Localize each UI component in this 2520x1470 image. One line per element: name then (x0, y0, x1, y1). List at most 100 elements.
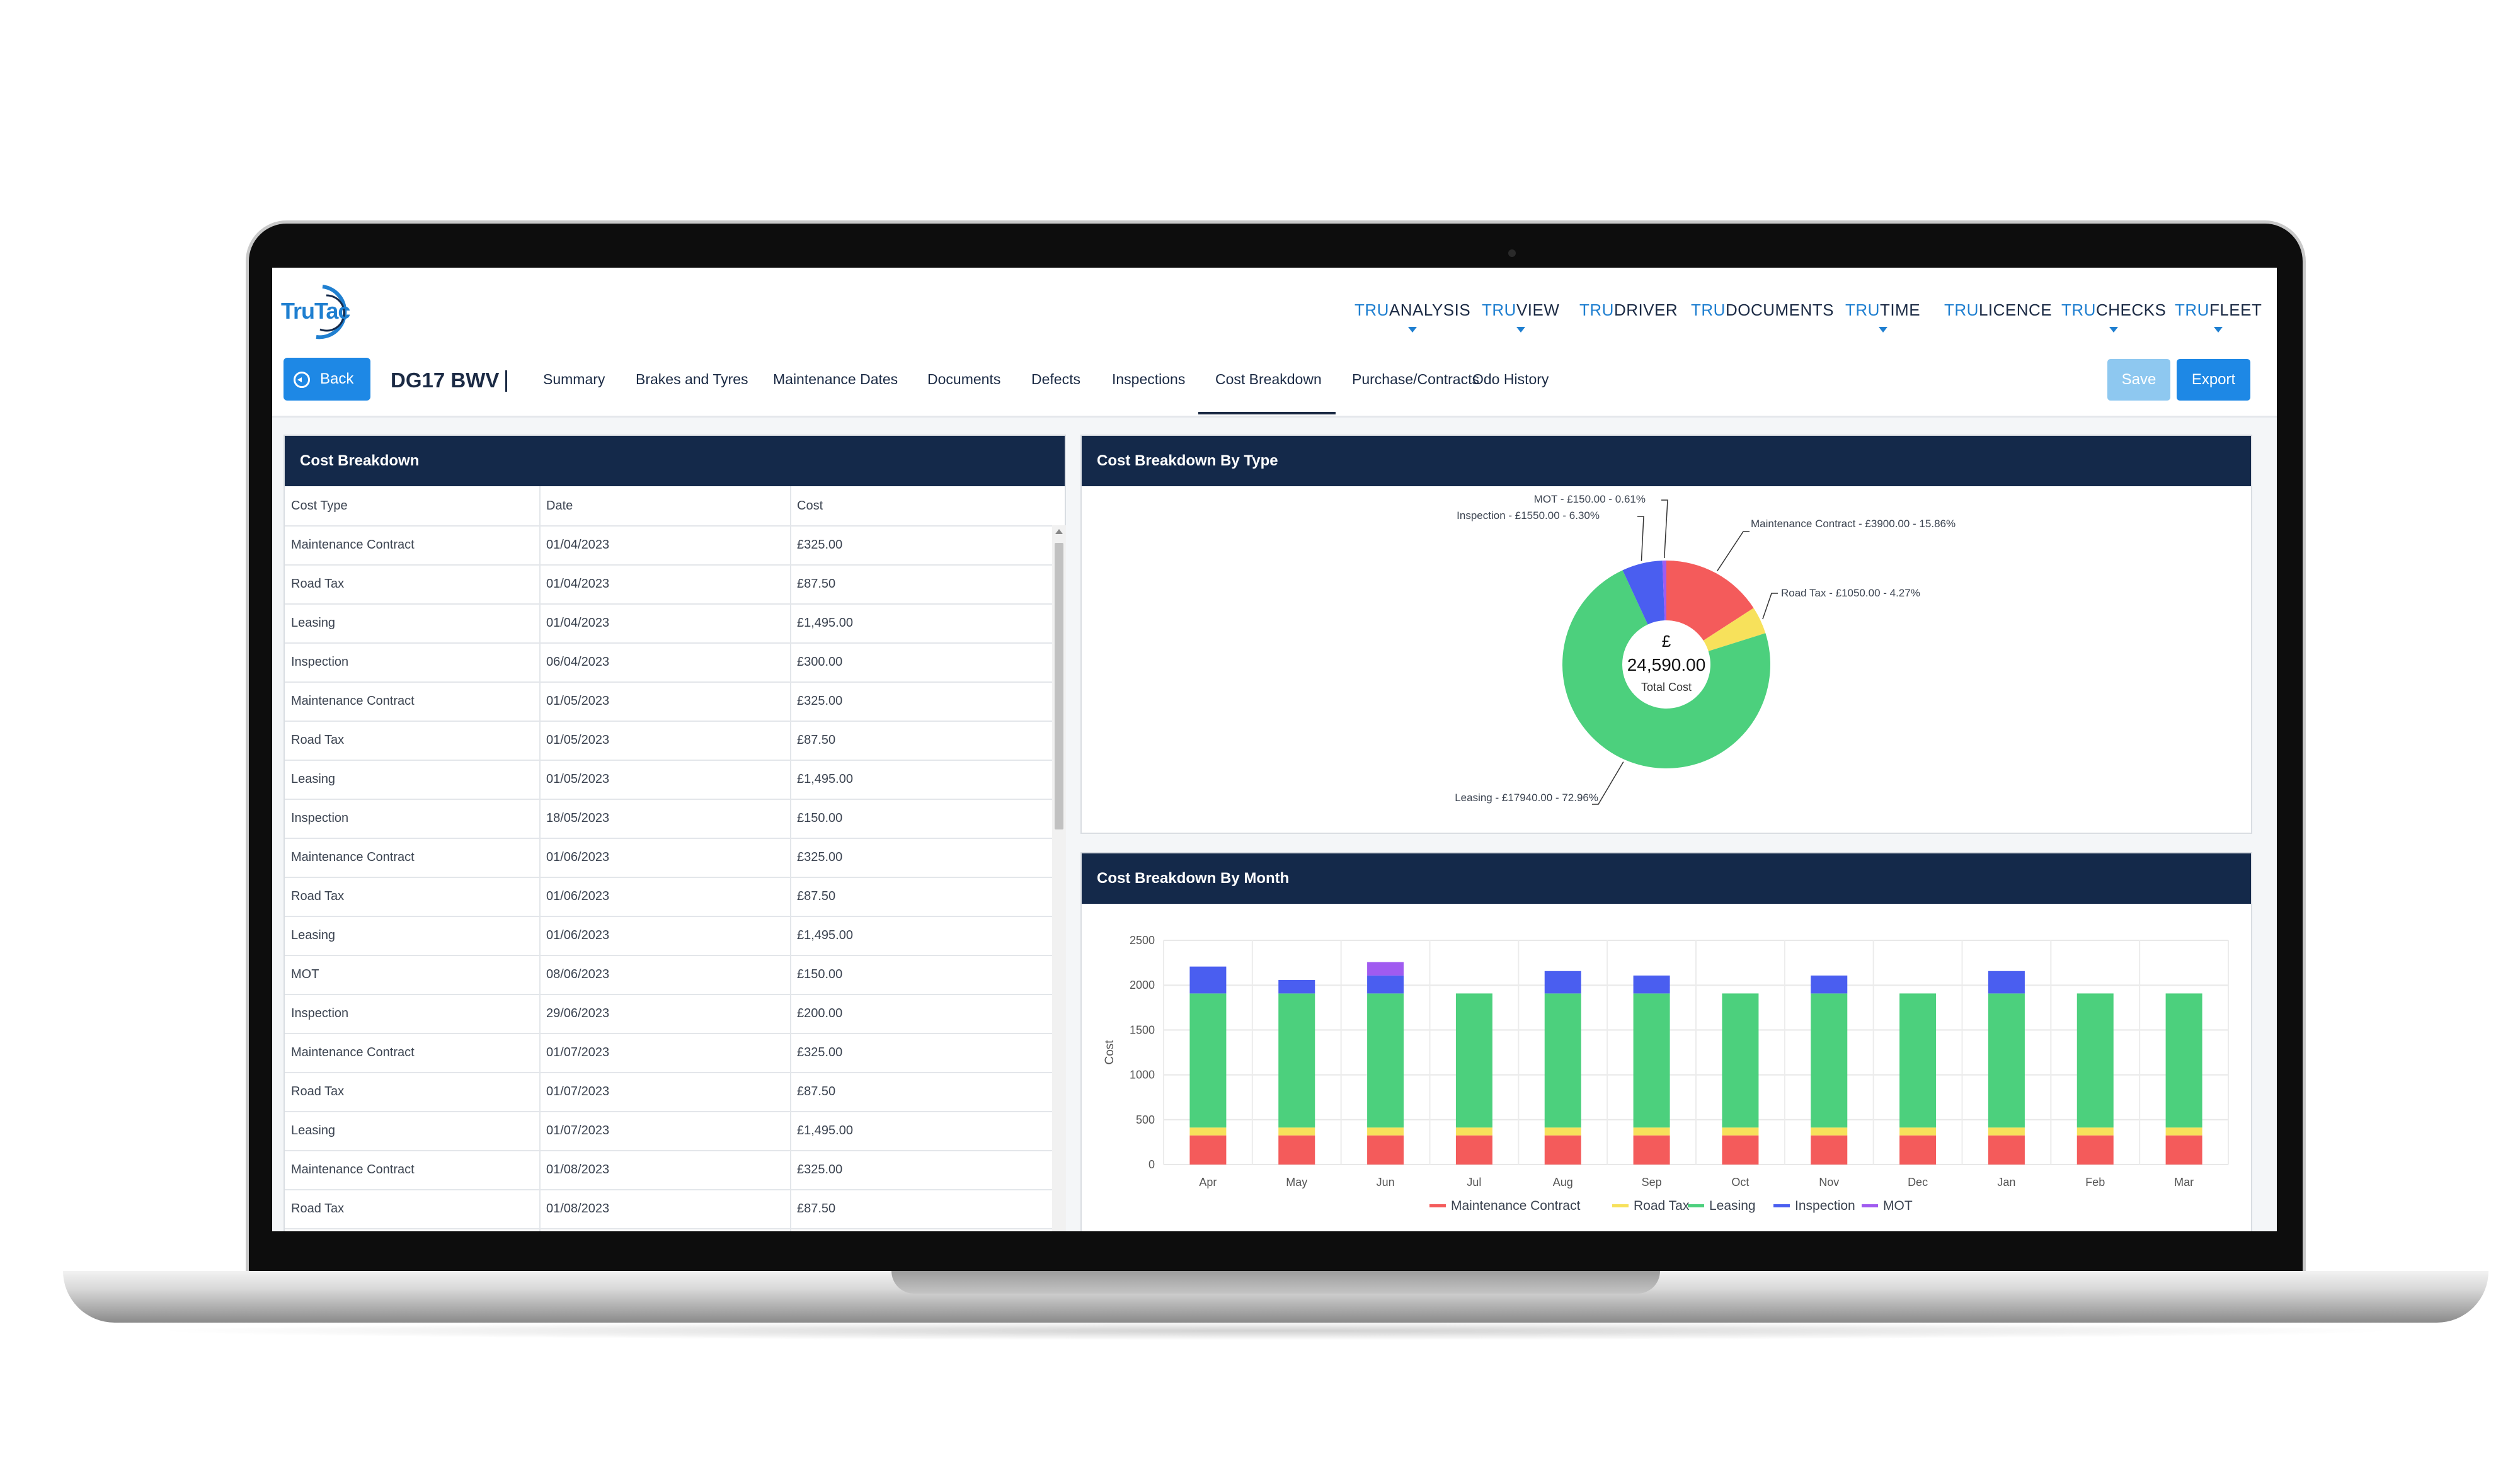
trutac-logo[interactable] (278, 279, 367, 342)
bar-road-tax[interactable] (1633, 1127, 1670, 1136)
tab-defects[interactable]: Defects (1031, 371, 1080, 387)
bar-road-tax[interactable] (1899, 1127, 1937, 1136)
bar-leasing[interactable] (1367, 993, 1404, 1128)
bar-road-tax[interactable] (2165, 1127, 2202, 1136)
table-row[interactable]: Inspection 18/05/2023 £150.00 (285, 799, 1052, 839)
donut-slice-road-tax[interactable] (1703, 608, 1766, 651)
bar-inspection[interactable] (1988, 971, 2025, 994)
nav-item-trulicence[interactable]: TRULICENCE (1944, 300, 2052, 320)
bar-inspection[interactable] (1278, 980, 1315, 994)
bar-leasing[interactable] (1988, 993, 2025, 1128)
legend-label[interactable]: Inspection (1795, 1199, 1855, 1213)
nav-item-trutime[interactable]: TRUTIME (1845, 300, 1920, 320)
bar-maintenance-contract[interactable] (2076, 1135, 2114, 1165)
table-row[interactable]: Road Tax 01/08/2023 £87.50 (285, 1189, 1052, 1229)
table-row[interactable]: Road Tax 01/05/2023 £87.50 (285, 721, 1052, 761)
tab-maintenance-dates[interactable]: Maintenance Dates (773, 371, 898, 387)
bar-maintenance-contract[interactable] (1367, 1135, 1404, 1165)
table-row[interactable]: Inspection 06/04/2023 £300.00 (285, 642, 1052, 683)
bar-road-tax[interactable] (1811, 1127, 1848, 1136)
chevron-down-icon[interactable] (1878, 327, 1887, 333)
table-row[interactable]: Leasing 01/05/2023 £1,495.00 (285, 760, 1052, 800)
bar-leasing[interactable] (2076, 993, 2114, 1128)
bar-road-tax[interactable] (1544, 1127, 1581, 1136)
table-row[interactable]: Inspection 29/06/2023 £200.00 (285, 994, 1052, 1034)
table-row[interactable]: Maintenance Contract 01/08/2023 £325.00 (285, 1150, 1052, 1190)
bar-leasing[interactable] (2165, 993, 2202, 1128)
bar-road-tax[interactable] (1367, 1127, 1404, 1136)
tab-summary[interactable]: Summary (543, 371, 605, 387)
table-row[interactable]: Maintenance Contract 01/07/2023 £325.00 (285, 1033, 1052, 1073)
tab-cost-breakdown[interactable]: Cost Breakdown (1215, 371, 1322, 387)
tab-purchase-contracts[interactable]: Purchase/Contracts (1352, 371, 1479, 387)
nav-item-trudocuments[interactable]: TRUDOCUMENTS (1691, 300, 1834, 320)
bar-maintenance-contract[interactable] (1722, 1135, 1759, 1165)
bar-inspection[interactable] (1633, 975, 1670, 994)
bar-maintenance-contract[interactable] (1633, 1135, 1670, 1165)
bar-leasing[interactable] (1633, 993, 1670, 1128)
legend-label[interactable]: Road Tax (1634, 1199, 1690, 1213)
donut-slice-mot[interactable] (1662, 561, 1666, 621)
tab-brakes-and-tyres[interactable]: Brakes and Tyres (636, 371, 748, 387)
back-button[interactable]: Back (284, 358, 370, 401)
nav-item-truview[interactable]: TRUVIEW (1482, 300, 1559, 320)
bar-leasing[interactable] (1722, 993, 1759, 1128)
bar-leasing[interactable] (1811, 993, 1848, 1128)
bar-leasing[interactable] (1544, 993, 1581, 1128)
legend-label[interactable]: Leasing (1709, 1199, 1756, 1213)
table-row[interactable]: Maintenance Contract 01/05/2023 £325.00 (285, 681, 1052, 722)
save-button[interactable]: Save (2107, 359, 2170, 401)
bar-leasing[interactable] (1189, 993, 1227, 1128)
donut-slice-leasing[interactable] (1562, 570, 1770, 769)
bar-maintenance-contract[interactable] (1811, 1135, 1848, 1165)
bar-maintenance-contract[interactable] (1988, 1135, 2025, 1165)
scrollbar-thumb[interactable] (1055, 543, 1063, 829)
bar-mot[interactable] (1367, 962, 1404, 976)
tab-documents[interactable]: Documents (927, 371, 1001, 387)
bar-maintenance-contract[interactable] (1189, 1135, 1227, 1165)
bar-road-tax[interactable] (1988, 1127, 2025, 1136)
table-row[interactable]: Leasing 01/04/2023 £1,495.00 (285, 603, 1052, 644)
table-row[interactable]: Maintenance Contract 01/06/2023 £325.00 (285, 838, 1052, 878)
table-row[interactable]: Road Tax 01/07/2023 £87.50 (285, 1072, 1052, 1112)
bar-inspection[interactable] (1811, 975, 1848, 994)
tab-inspections[interactable]: Inspections (1112, 371, 1186, 387)
bar-inspection[interactable] (1367, 975, 1404, 994)
bar-maintenance-contract[interactable] (1278, 1135, 1315, 1165)
bar-road-tax[interactable] (1722, 1127, 1759, 1136)
nav-item-truchecks[interactable]: TRUCHECKS (2061, 300, 2166, 320)
table-row[interactable]: Leasing 01/06/2023 £1,495.00 (285, 916, 1052, 956)
table-row[interactable]: Road Tax 01/06/2023 £87.50 (285, 877, 1052, 917)
bar-leasing[interactable] (1899, 993, 1937, 1128)
table-row[interactable]: MOT 08/06/2023 £150.00 (285, 955, 1052, 995)
bar-maintenance-contract[interactable] (2165, 1135, 2202, 1165)
bar-road-tax[interactable] (1455, 1127, 1492, 1136)
table-row[interactable]: Leasing 01/07/2023 £1,495.00 (285, 1111, 1052, 1151)
export-button[interactable]: Export (2177, 359, 2250, 401)
bar-maintenance-contract[interactable] (1544, 1135, 1581, 1165)
chevron-down-icon[interactable] (2214, 327, 2223, 333)
scroll-up-arrow-icon[interactable] (1055, 529, 1063, 534)
nav-item-trudriver[interactable]: TRUDRIVER (1579, 300, 1678, 320)
bar-leasing[interactable] (1455, 993, 1492, 1128)
chevron-down-icon[interactable] (1516, 327, 1525, 333)
bar-road-tax[interactable] (1278, 1127, 1315, 1136)
bar-inspection[interactable] (1189, 966, 1227, 994)
bar-leasing[interactable] (1278, 993, 1315, 1128)
bar-inspection[interactable] (1544, 971, 1581, 994)
donut-slice-maintenance-contract[interactable] (1666, 561, 1754, 641)
legend-label[interactable]: MOT (1883, 1199, 1913, 1213)
nav-item-trufleet[interactable]: TRUFLEET (2175, 300, 2262, 320)
bar-road-tax[interactable] (2076, 1127, 2114, 1136)
donut-slice-inspection[interactable] (1622, 561, 1665, 625)
bar-maintenance-contract[interactable] (1899, 1135, 1937, 1165)
table-row[interactable]: Road Tax 01/04/2023 £87.50 (285, 564, 1052, 605)
table-row[interactable]: Maintenance Contract 01/04/2023 £325.00 (285, 525, 1052, 566)
tab-odo-history[interactable]: Odo History (1472, 371, 1549, 387)
bar-maintenance-contract[interactable] (1455, 1135, 1492, 1165)
chevron-down-icon[interactable] (2109, 327, 2119, 333)
legend-label[interactable]: Maintenance Contract (1451, 1199, 1581, 1213)
chevron-down-icon[interactable] (1408, 327, 1418, 333)
bar-road-tax[interactable] (1189, 1127, 1227, 1136)
nav-item-truanalysis[interactable]: TRUANALYSIS (1354, 300, 1470, 320)
